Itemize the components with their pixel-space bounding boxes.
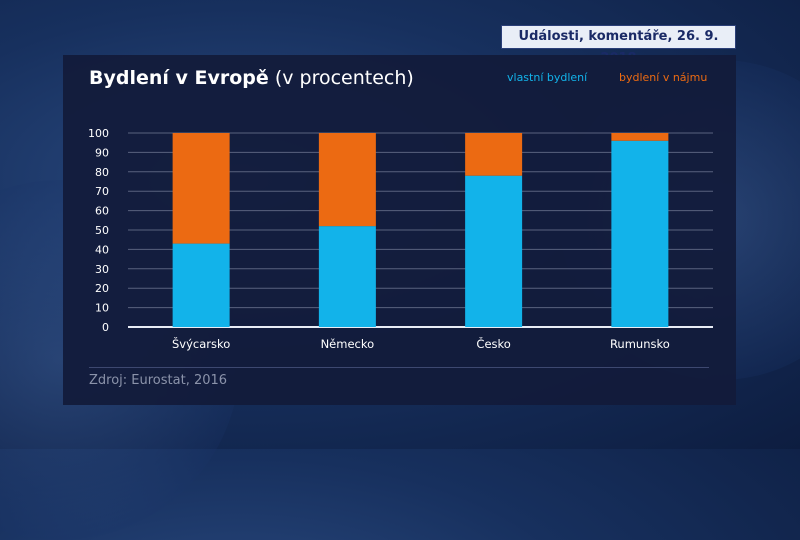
legend-own: vlastní bydlení	[507, 71, 588, 84]
y-tick-label: 80	[95, 166, 109, 179]
x-tick-label: Švýcarsko	[172, 336, 230, 351]
chart-panel: Bydlení v Evropě (v procentech) vlastní …	[63, 55, 736, 405]
y-tick-label: 40	[95, 243, 109, 256]
bar-segment	[465, 175, 523, 327]
x-tick-label: Německo	[321, 337, 375, 351]
program-badge: Události, komentáře, 26. 9. 2018	[501, 25, 736, 66]
y-tick-label: 60	[95, 205, 109, 218]
bar-segment	[465, 133, 523, 176]
chart-title-sub: (v procentech)	[268, 67, 414, 89]
y-tick-label: 30	[95, 263, 109, 276]
chart-plot: 0 10 20 30 40 50 60 70 80 90 100 Švýcarsko Německo Če…	[88, 127, 713, 351]
bar-segment	[172, 133, 230, 244]
bar-segment	[172, 243, 230, 327]
legend-rent: bydlení v nájmu	[619, 71, 708, 84]
chart-title-main: Bydlení v Evropě	[89, 67, 269, 89]
bar-segment	[318, 133, 376, 227]
chart-title: Bydlení v Evropě (v procentech)	[89, 67, 414, 89]
y-tick-label: 90	[95, 146, 109, 159]
bar-segment	[611, 140, 669, 327]
y-tick-label: 70	[95, 185, 109, 198]
source-divider	[89, 367, 709, 368]
bar-segment	[611, 133, 669, 141]
y-tick-label: 50	[95, 224, 109, 237]
bar-segment	[318, 226, 376, 327]
y-tick-label: 100	[88, 127, 109, 140]
x-tick-label: Česko	[476, 336, 510, 351]
y-tick-label: 10	[95, 302, 109, 315]
source-note: Zdroj: Eurostat, 2016	[89, 373, 228, 388]
y-tick-label: 0	[102, 321, 109, 334]
y-tick-label: 20	[95, 282, 109, 295]
x-tick-label: Rumunsko	[610, 337, 670, 351]
